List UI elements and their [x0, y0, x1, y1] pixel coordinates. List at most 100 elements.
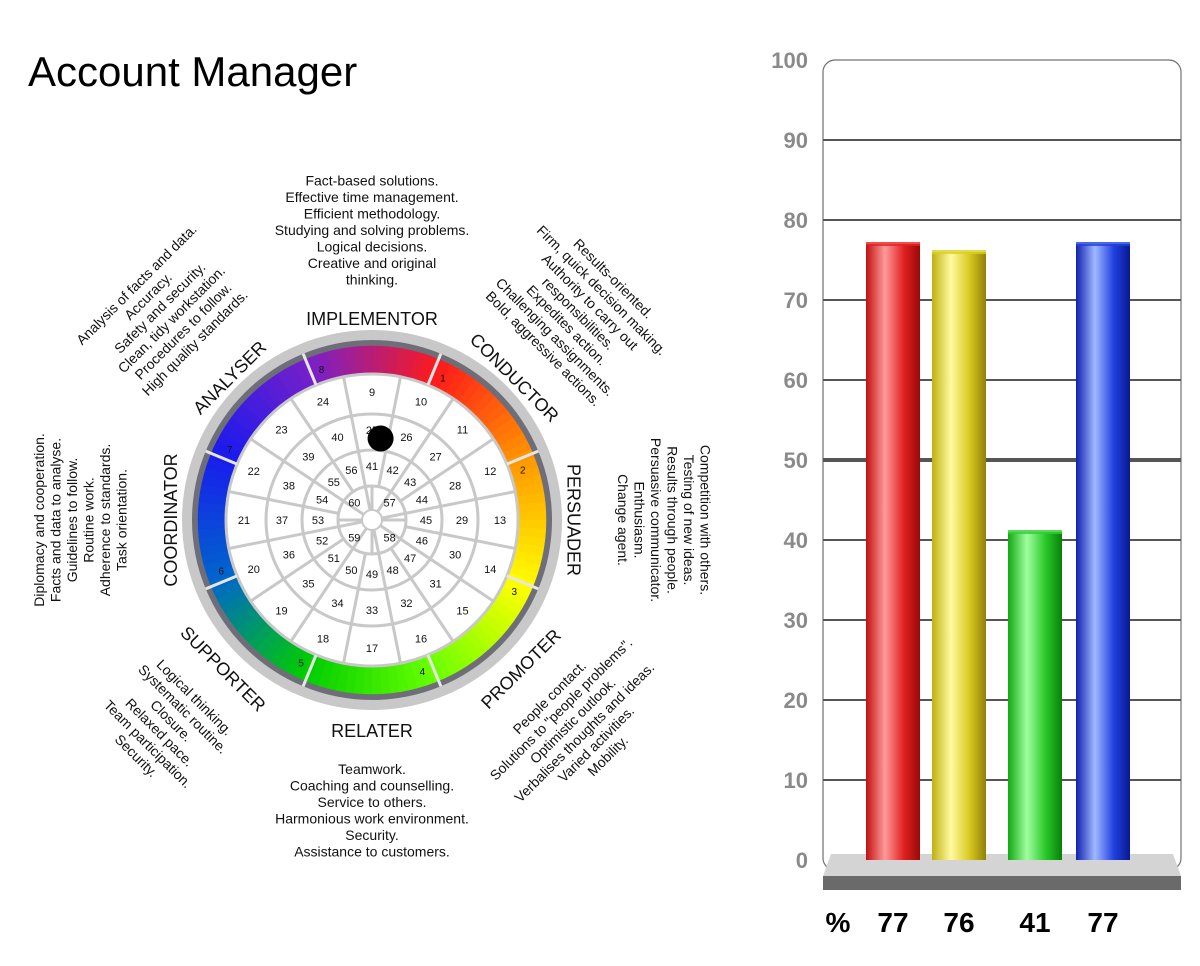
wheel-sector-divider	[426, 654, 443, 687]
wheel-spoke	[405, 525, 516, 550]
roles-wheel: 9101112131415161718192021222324252627282…	[31, 173, 714, 860]
y-tick-label: 40	[784, 528, 808, 553]
wheel-position-number: 51	[328, 553, 340, 565]
bar	[1008, 532, 1062, 860]
wheel-position-number: 53	[312, 515, 324, 527]
wheel-position-number: 49	[366, 569, 378, 581]
wheel-spoke	[342, 376, 372, 511]
wheel-position-number: 56	[345, 465, 357, 477]
role-trait: Logical decisions.	[317, 239, 428, 255]
wheel-sector-divider	[205, 449, 238, 466]
bar	[1076, 244, 1130, 860]
bar	[866, 244, 920, 860]
role-trait: Efficient methodology.	[304, 206, 440, 222]
role-trait: Results through people.	[664, 446, 680, 594]
wheel-position-number: 9	[369, 387, 375, 399]
wheel-position-number: 42	[387, 465, 399, 477]
y-tick-label: 0	[796, 848, 808, 873]
wheel-spoke	[289, 527, 368, 643]
wheel-spoke	[228, 490, 339, 515]
wheel-sector-divider	[205, 574, 238, 591]
role-trait: Enthusiasm.	[631, 481, 647, 558]
bar	[932, 252, 986, 860]
role-trait: Adherence to standards.	[97, 444, 113, 597]
y-tick-label: 20	[784, 688, 808, 713]
role-number: 8	[319, 365, 325, 376]
role-number: 7	[227, 445, 233, 456]
role-traits-coordinator: Diplomacy and cooperation. Facts and data…	[31, 433, 130, 607]
wheel-position-number: 60	[348, 497, 360, 509]
wheel-position-number: 31	[430, 579, 442, 591]
role-trait: Change agent.	[615, 474, 631, 566]
bar-cap	[1008, 530, 1062, 534]
role-trait: Service to others.	[318, 794, 427, 810]
wheel-position-number: 59	[348, 533, 360, 545]
wheel-position-number: 35	[302, 579, 314, 591]
y-tick-label: 30	[784, 608, 808, 633]
role-trait: Harmonious work environment.	[275, 810, 469, 826]
wheel-spoke	[381, 490, 516, 520]
y-tick-label: 50	[784, 448, 808, 473]
wheel-sector-divider	[301, 654, 318, 687]
wheel-position-number: 52	[316, 536, 328, 548]
bar-cap	[932, 250, 986, 254]
role-name-implementor: IMPLEMENTOR	[306, 309, 438, 329]
y-tick-label: 80	[784, 208, 808, 233]
bar-value-label: 77	[1087, 907, 1118, 938]
wheel-position-number: 34	[331, 598, 343, 610]
role-trait: Guidelines to follow.	[64, 458, 80, 583]
wheel-position-number: 29	[456, 515, 468, 527]
bar-value-label: 41	[1019, 907, 1050, 938]
role-traits-relater: Teamwork.Coaching and counselling.Servic…	[275, 761, 469, 860]
wheel-position-number: 58	[384, 533, 396, 545]
wheel-position-number: 55	[328, 477, 340, 489]
wheel-position-number: 13	[494, 515, 506, 527]
role-number: 6	[218, 566, 224, 577]
wheel-position-number: 15	[456, 606, 468, 618]
wheel-sector-divider	[506, 449, 539, 466]
percent-label: %	[826, 907, 851, 938]
role-traits-implementor: Fact-based solutions.Effective time mana…	[275, 173, 470, 288]
y-tick-label: 60	[784, 368, 808, 393]
wheel-spoke	[249, 537, 345, 603]
role-trait: Creative and original	[308, 255, 436, 271]
wheel-position-number: 30	[449, 549, 461, 561]
wheel-position-number: 44	[416, 494, 428, 506]
wheel-position-number: 36	[283, 549, 295, 561]
wheel-sector-divider	[301, 353, 318, 386]
wheel-position-number: 28	[449, 481, 461, 493]
wheel-spoke	[376, 397, 455, 513]
role-trait: Fact-based solutions.	[305, 173, 438, 189]
role-trait: Teamwork.	[338, 761, 406, 777]
wheel-position-number: 41	[366, 461, 378, 473]
wheel-color-slice	[517, 510, 547, 521]
role-trait: Studying and solving problems.	[275, 222, 470, 238]
role-number: 3	[512, 587, 518, 598]
y-tick-label: 90	[784, 128, 808, 153]
wheel-position-number: 47	[404, 553, 416, 565]
wheel-position-number: 57	[384, 497, 396, 509]
bar-value-label: 77	[877, 907, 908, 938]
bar-cap	[866, 242, 920, 246]
wheel-spoke	[379, 524, 495, 603]
wheel-position-number: 38	[283, 481, 295, 493]
wheel-position-number: 43	[404, 477, 416, 489]
wheel-spoke	[289, 397, 355, 493]
role-trait: Routine work.	[80, 477, 96, 563]
wheel-position-number: 26	[400, 432, 412, 444]
wheel-position-number: 19	[275, 606, 287, 618]
wheel-position-number: 50	[345, 565, 357, 577]
score-bar-chart: 0 10 20 30 40 50 60 70 80 90 100 77 76 41 77%	[771, 48, 1182, 938]
role-trait: Competition with others.	[697, 445, 713, 595]
wheel-position-number: 40	[331, 432, 343, 444]
role-traits-persuader: Competition with others.Testing of new i…	[615, 438, 714, 602]
wheel-spoke	[342, 553, 367, 664]
y-tick-label: 70	[784, 288, 808, 313]
role-number: 5	[298, 658, 304, 669]
wheel-spoke	[372, 529, 402, 664]
wheel-position-number: 33	[366, 605, 378, 617]
wheel-position-number: 11	[457, 424, 468, 436]
wheel-hub	[361, 509, 383, 531]
role-trait: Persuasive communicator.	[648, 438, 664, 602]
wheel-position-number: 12	[484, 466, 496, 478]
